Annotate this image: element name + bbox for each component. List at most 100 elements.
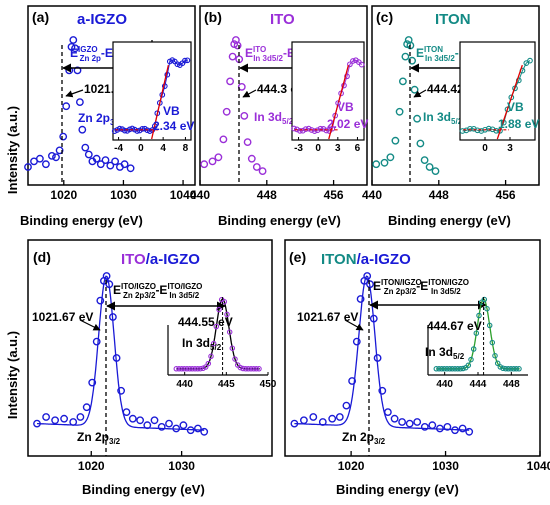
pd-inset-point (192, 366, 198, 372)
panel-e-title: ITON/a-IGZO (321, 251, 411, 268)
pb-inset-point (311, 128, 318, 134)
panel-d-title-igzo: /a-IGZO (146, 251, 201, 268)
pa-point (71, 44, 80, 53)
pd-point (200, 427, 209, 436)
pd-inset-point (189, 366, 196, 372)
pc-inset-tick-label: 0 (482, 143, 488, 154)
pb-inset-tick-label: 3 (335, 143, 341, 154)
pb-point (228, 52, 237, 61)
pd-inset-tick-label: 445 (218, 379, 235, 390)
panel-b-title: ITO (270, 11, 295, 28)
pa-inset-point (184, 57, 191, 64)
pa-point (55, 146, 64, 155)
panel-e-letter: (e) (289, 249, 306, 265)
pc-inset-point (493, 127, 500, 134)
pe-inset-point (441, 366, 448, 372)
pa-point (52, 153, 60, 162)
pa-inset-leading-edge (151, 64, 170, 140)
pd-inset-point (197, 365, 204, 372)
pb-inset-point (320, 126, 327, 132)
pe-point (465, 427, 474, 436)
pa-point (67, 43, 76, 51)
pc-point (380, 158, 389, 167)
pd-inset-point (250, 366, 257, 372)
pa-inset-tick-label: 8 (183, 143, 189, 154)
panel-d-x-axis-label: Binding energy (eV) (82, 482, 205, 497)
pc-point (420, 156, 429, 165)
pa-point (24, 163, 32, 171)
pd-inset-point (210, 340, 217, 347)
pa-x-tick-label: 1040 (170, 188, 197, 202)
pe-inset-point (476, 312, 482, 319)
pc-inset-tick-label: 3 (507, 143, 513, 154)
pe-point (366, 280, 374, 289)
panel-c-x-axis-label: Binding energy (eV) (388, 213, 511, 228)
pe-x-tick-label: 1020 (338, 459, 365, 473)
pe-point (420, 422, 429, 431)
pe-inset-point (497, 364, 504, 370)
pd-inset-point (205, 360, 212, 367)
panel-a-frame (27, 5, 196, 186)
pe-point (428, 421, 437, 430)
panel-a-data (24, 36, 135, 173)
pb-point (226, 77, 235, 86)
panel-c-frame (371, 5, 540, 186)
panel-d-inset: 440 445 450 444.55 eV In 3d5/2 (167, 296, 277, 390)
pd-inset-point (248, 366, 254, 372)
pd-inset-point (213, 323, 220, 330)
panel-d-ticks: 1020 1030 (78, 451, 195, 473)
pe-x-tick-label: 1040 (527, 459, 550, 473)
panel-d-inset-data: 440 445 450 (167, 296, 277, 390)
pb-inset-leading-edge (328, 64, 350, 140)
pd-inset-tick-label: 440 (176, 379, 193, 390)
pc-inset-point (523, 60, 530, 66)
panel-d-data (33, 272, 209, 436)
panel-c-ticks: 440 448 456 (362, 180, 516, 202)
pc-point (391, 136, 400, 145)
panel-d-title: ITO/a-IGZO (121, 251, 200, 268)
pb-inset-point (323, 127, 330, 134)
pc-point (416, 139, 425, 148)
pd-inset-point (229, 345, 236, 351)
pd-inset-tick-label: 450 (260, 379, 277, 390)
pd-inset-point (256, 366, 262, 372)
pb-point (214, 153, 223, 162)
pb-point (237, 83, 246, 91)
pd-inset-point (224, 311, 230, 318)
pb-inset-point (350, 58, 356, 64)
panel-b-peak-label: In 3d5/2 (254, 110, 294, 126)
pe-inset-point (505, 366, 512, 372)
pe-point (373, 354, 382, 362)
pb-point (258, 167, 267, 176)
pa-inset-point (116, 125, 123, 132)
pb-inset-tick-label: 6 (355, 143, 361, 154)
pd-point (157, 422, 166, 431)
panel-a-letter: (a) (32, 9, 49, 25)
pd-point (136, 416, 145, 425)
pe-inset-point (516, 366, 522, 372)
pb-inset-point (302, 126, 309, 132)
panel-d-inset-peak-value: 444.55 eV (178, 315, 233, 329)
pc-inset-point (527, 57, 533, 64)
pd-point (172, 424, 181, 433)
panel-e-x-axis-label: Binding energy (eV) (336, 482, 459, 497)
panel-d-peak-value: 1021.67 eV (32, 310, 93, 324)
panel-a-inset-vb: VB (163, 104, 180, 118)
pe-inset-point (510, 366, 517, 372)
pa-inset-tick-label: 4 (160, 143, 166, 154)
pc-point (401, 52, 410, 61)
pd-inset-point (253, 366, 260, 372)
pa-point (81, 143, 90, 152)
pe-inset-point (436, 366, 442, 372)
pd-inset-point (176, 366, 182, 372)
pe-inset-point (454, 366, 461, 372)
pe-inset-point (468, 356, 474, 363)
pe-point (318, 418, 327, 426)
pb-inset-point (317, 125, 324, 132)
pb-point (208, 157, 217, 166)
pe-inset-point (433, 366, 440, 372)
pd-point (150, 416, 159, 425)
y-axis-label-bottom: Intensity (a.u.) (5, 331, 20, 419)
